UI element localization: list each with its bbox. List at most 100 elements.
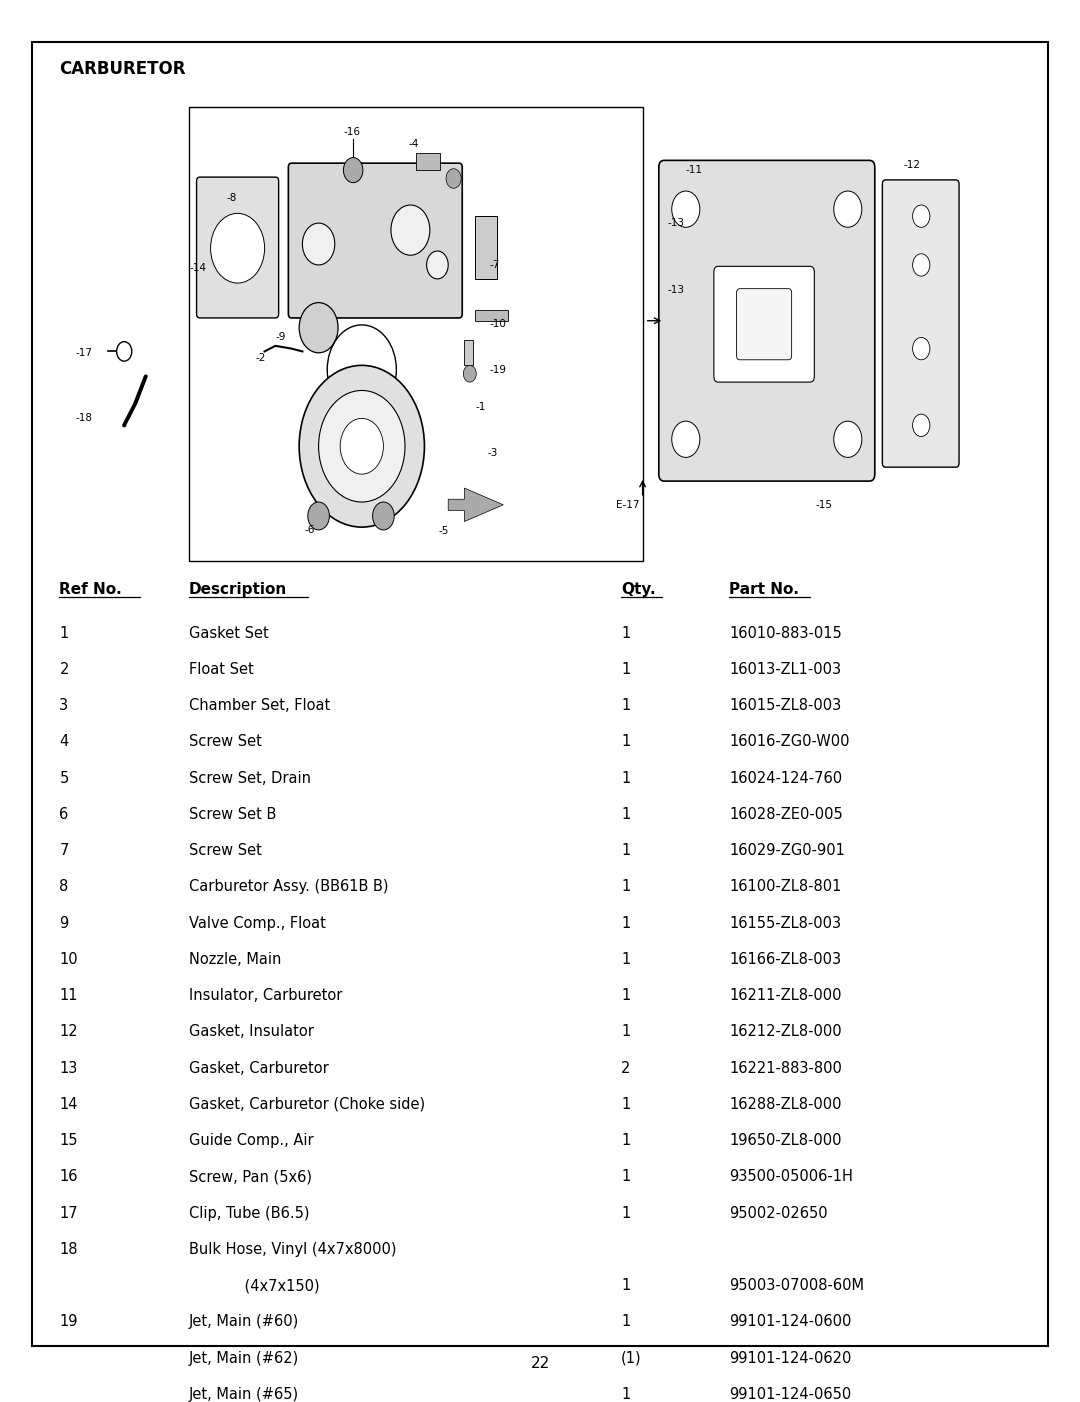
Circle shape: [117, 342, 132, 362]
Text: 1: 1: [621, 843, 631, 858]
Text: 1: 1: [621, 698, 631, 714]
Text: -18: -18: [76, 414, 93, 423]
Text: 1: 1: [621, 879, 631, 894]
Circle shape: [834, 191, 862, 227]
Bar: [416, 153, 440, 170]
Text: 16155-ZL8-003: 16155-ZL8-003: [729, 916, 841, 931]
Text: 5: 5: [59, 771, 69, 785]
Text: 16010-883-015: 16010-883-015: [729, 625, 841, 641]
Text: 93500-05006-1H: 93500-05006-1H: [729, 1169, 853, 1185]
Text: CARBURETOR: CARBURETOR: [59, 60, 186, 79]
Text: -14: -14: [189, 262, 206, 273]
Circle shape: [391, 205, 430, 255]
Text: Part No.: Part No.: [729, 582, 799, 597]
Text: Screw, Pan (5x6): Screw, Pan (5x6): [189, 1169, 312, 1185]
Text: Gasket Set: Gasket Set: [189, 625, 269, 641]
Text: Bulk Hose, Vinyl (4x7x8000): Bulk Hose, Vinyl (4x7x8000): [189, 1242, 396, 1258]
Text: Gasket, Carburetor: Gasket, Carburetor: [189, 1061, 328, 1075]
Text: -7: -7: [489, 259, 500, 271]
Text: 1: 1: [59, 625, 69, 641]
Text: 16013-ZL1-003: 16013-ZL1-003: [729, 662, 841, 677]
Text: 1: 1: [621, 1025, 631, 1039]
Text: 16028-ZE0-005: 16028-ZE0-005: [729, 808, 842, 822]
Text: Nozzle, Main: Nozzle, Main: [189, 952, 282, 967]
Text: -9: -9: [275, 332, 286, 342]
Text: 1: 1: [621, 735, 631, 750]
Text: 13: 13: [59, 1061, 78, 1075]
Text: (4x7x150): (4x7x150): [189, 1279, 320, 1293]
Text: 16016-ZG0-W00: 16016-ZG0-W00: [729, 735, 850, 750]
Text: E-17: E-17: [616, 499, 639, 510]
Text: Valve Comp., Float: Valve Comp., Float: [189, 916, 326, 931]
Text: 1: 1: [621, 1096, 631, 1112]
Text: Ref No.: Ref No.: [59, 582, 122, 597]
FancyBboxPatch shape: [288, 163, 462, 318]
Text: 1: 1: [621, 1169, 631, 1185]
Text: -4: -4: [408, 139, 419, 149]
Text: -6: -6: [305, 524, 315, 536]
Bar: [189, 108, 643, 561]
Circle shape: [299, 303, 338, 353]
Text: Gasket, Insulator: Gasket, Insulator: [189, 1025, 314, 1039]
Text: 4: 4: [59, 735, 69, 750]
Text: 16029-ZG0-901: 16029-ZG0-901: [729, 843, 845, 858]
Circle shape: [913, 205, 930, 227]
Circle shape: [913, 254, 930, 276]
Text: 1: 1: [621, 771, 631, 785]
Text: (1): (1): [621, 1350, 642, 1366]
Circle shape: [672, 191, 700, 227]
Text: 2: 2: [621, 1061, 631, 1075]
Text: 1: 1: [621, 1206, 631, 1221]
Text: 7: 7: [59, 843, 69, 858]
Text: 99101-124-0620: 99101-124-0620: [729, 1350, 851, 1366]
Circle shape: [834, 421, 862, 457]
Text: 99101-124-0650: 99101-124-0650: [729, 1387, 851, 1402]
Text: Jet, Main (#65): Jet, Main (#65): [189, 1387, 299, 1402]
Text: Screw Set, Drain: Screw Set, Drain: [189, 771, 311, 785]
Bar: [464, 341, 473, 366]
Text: 6: 6: [59, 808, 69, 822]
Text: 16211-ZL8-000: 16211-ZL8-000: [729, 988, 841, 1004]
Text: 19: 19: [59, 1315, 78, 1329]
Text: 95002-02650: 95002-02650: [729, 1206, 827, 1221]
Text: 99101-124-0600: 99101-124-0600: [729, 1315, 851, 1329]
Text: 16288-ZL8-000: 16288-ZL8-000: [729, 1096, 841, 1112]
Text: -13: -13: [667, 219, 685, 229]
FancyArrow shape: [448, 488, 503, 522]
Text: -10: -10: [489, 318, 507, 328]
Text: 1: 1: [621, 988, 631, 1004]
Text: -12: -12: [904, 160, 921, 170]
Circle shape: [913, 338, 930, 360]
Text: 19650-ZL8-000: 19650-ZL8-000: [729, 1133, 841, 1148]
Text: 14: 14: [59, 1096, 78, 1112]
Text: 8: 8: [59, 879, 69, 894]
Text: 1: 1: [621, 1133, 631, 1148]
Text: 16024-124-760: 16024-124-760: [729, 771, 842, 785]
Text: 1: 1: [621, 1315, 631, 1329]
Text: 1: 1: [621, 662, 631, 677]
Text: 9: 9: [59, 916, 69, 931]
Circle shape: [319, 391, 405, 502]
Bar: [475, 216, 497, 279]
FancyBboxPatch shape: [659, 160, 875, 481]
Text: -11: -11: [686, 165, 703, 175]
Text: 17: 17: [59, 1206, 78, 1221]
Circle shape: [343, 157, 363, 182]
Text: Jet, Main (#60): Jet, Main (#60): [189, 1315, 299, 1329]
Text: 1: 1: [621, 808, 631, 822]
Text: Qty.: Qty.: [621, 582, 656, 597]
Circle shape: [427, 251, 448, 279]
Text: 3: 3: [59, 698, 68, 714]
Text: 1: 1: [621, 625, 631, 641]
Text: -3: -3: [487, 449, 498, 458]
Text: 16100-ZL8-801: 16100-ZL8-801: [729, 879, 841, 894]
Text: -17: -17: [76, 348, 93, 358]
Circle shape: [446, 168, 461, 188]
Text: Jet, Main (#62): Jet, Main (#62): [189, 1350, 299, 1366]
Text: Screw Set B: Screw Set B: [189, 808, 276, 822]
Text: 1: 1: [621, 1279, 631, 1293]
Circle shape: [211, 213, 265, 283]
FancyBboxPatch shape: [882, 179, 959, 467]
Text: Float Set: Float Set: [189, 662, 254, 677]
Bar: [475, 310, 508, 321]
